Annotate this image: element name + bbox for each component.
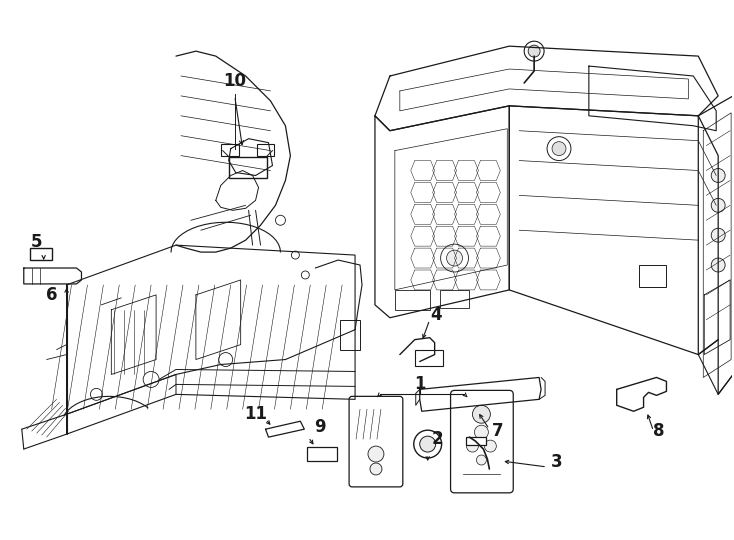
Circle shape (368, 446, 384, 462)
Text: 1: 1 (414, 375, 426, 394)
Circle shape (476, 455, 487, 465)
Text: 8: 8 (653, 422, 664, 440)
Circle shape (420, 436, 436, 452)
Circle shape (219, 353, 233, 367)
Circle shape (291, 251, 299, 259)
Circle shape (446, 250, 462, 266)
Circle shape (528, 45, 540, 57)
Circle shape (467, 440, 479, 452)
Circle shape (440, 244, 468, 272)
Text: 2: 2 (432, 430, 443, 448)
Bar (467, 437, 487, 445)
Text: 11: 11 (244, 405, 267, 423)
Circle shape (474, 425, 488, 439)
Circle shape (473, 406, 490, 423)
Bar (639, 265, 666, 287)
Circle shape (711, 258, 725, 272)
Text: 5: 5 (31, 233, 43, 251)
Bar (340, 320, 360, 349)
FancyBboxPatch shape (451, 390, 513, 493)
Bar (440, 290, 470, 308)
Bar (395, 290, 429, 310)
Text: 7: 7 (492, 422, 503, 440)
Bar (308, 447, 337, 461)
Circle shape (552, 141, 566, 156)
Text: 4: 4 (430, 306, 441, 324)
Circle shape (90, 388, 102, 400)
Circle shape (711, 228, 725, 242)
Circle shape (414, 430, 442, 458)
Circle shape (524, 41, 544, 61)
Bar (30, 248, 51, 260)
Bar (257, 144, 275, 156)
FancyBboxPatch shape (349, 396, 403, 487)
Circle shape (370, 463, 382, 475)
Text: 3: 3 (551, 453, 563, 471)
Circle shape (143, 372, 159, 387)
Bar (221, 144, 239, 156)
Circle shape (484, 440, 496, 452)
Circle shape (275, 215, 286, 225)
Circle shape (711, 168, 725, 183)
Text: 10: 10 (223, 72, 246, 90)
Bar (415, 349, 443, 366)
Text: 9: 9 (314, 418, 326, 436)
Bar (229, 157, 266, 179)
Circle shape (547, 137, 571, 160)
Text: 6: 6 (46, 286, 57, 304)
Circle shape (302, 271, 309, 279)
Circle shape (711, 198, 725, 212)
